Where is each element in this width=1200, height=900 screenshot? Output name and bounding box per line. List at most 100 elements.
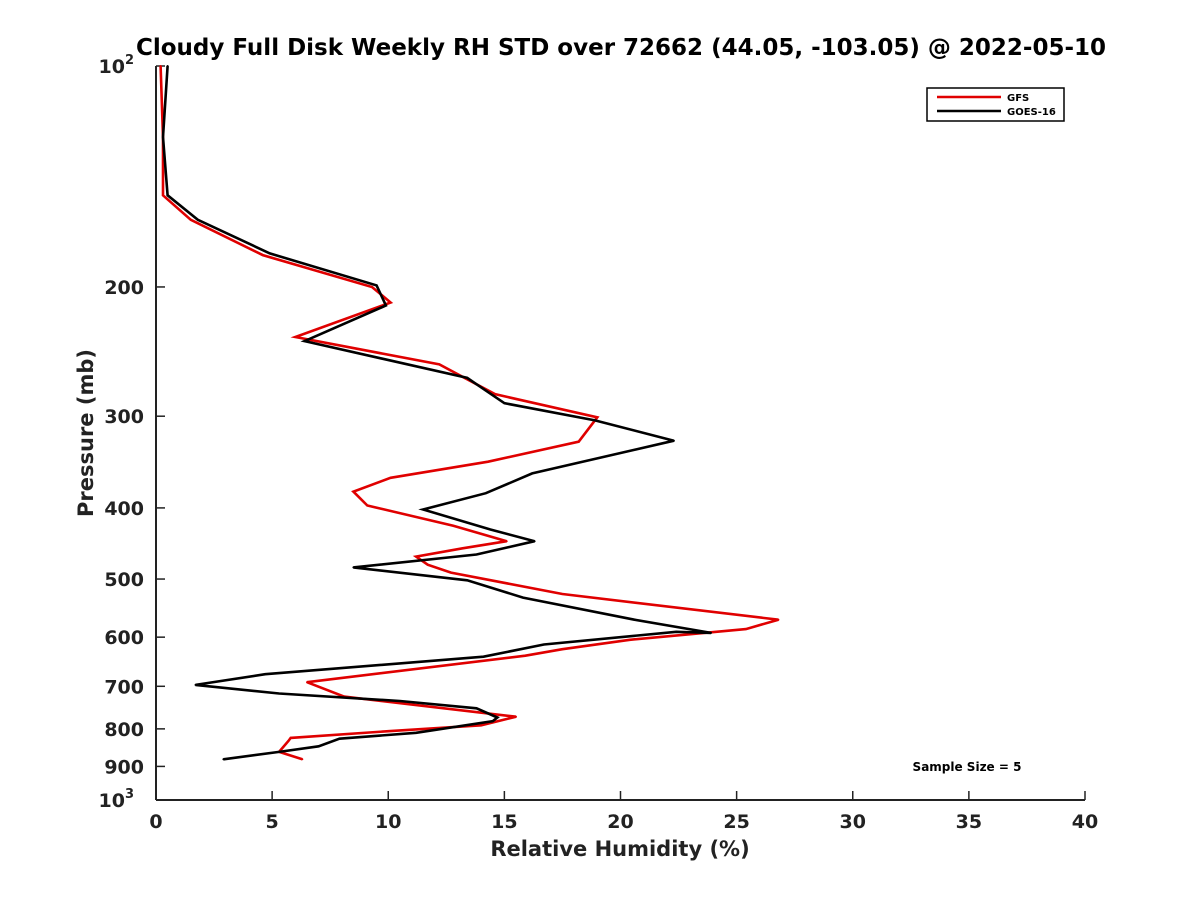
data-point-gfs <box>561 593 564 595</box>
data-point-goes16 <box>166 65 169 67</box>
data-point-goes16 <box>162 136 164 139</box>
data-point-gfs <box>294 336 297 338</box>
data-point-goes16 <box>278 692 281 695</box>
series-line-goes16 <box>161 65 712 761</box>
y-tick-label: 900 <box>104 756 144 778</box>
chart-title: Cloudy Full Disk Weekly RH STD over 7266… <box>136 35 1106 61</box>
data-point-gfs <box>306 681 308 684</box>
data-point-goes16 <box>522 596 524 599</box>
data-point-goes16 <box>482 655 485 658</box>
data-point-goes16 <box>222 758 225 761</box>
data-point-goes16 <box>415 731 418 734</box>
y-tick-label: 600 <box>104 627 144 649</box>
data-point-goes16 <box>533 540 536 543</box>
legend: GFS GOES-16 <box>926 87 1065 122</box>
sample-size-annotation: Sample Size = 5 <box>913 760 1022 774</box>
data-point-gfs <box>371 286 373 288</box>
data-point-goes16 <box>503 402 506 405</box>
data-point-goes16 <box>496 716 499 719</box>
y-tick-label: 700 <box>104 676 144 698</box>
x-tick-label: 10 <box>375 811 401 833</box>
y-tick-label: 200 <box>104 277 144 299</box>
data-point-gfs <box>389 301 392 304</box>
legend-box <box>926 87 1065 122</box>
data-point-goes16 <box>264 673 267 676</box>
data-point-gfs <box>450 571 452 574</box>
y-tick-label-base: 10 <box>99 56 125 78</box>
data-point-goes16 <box>278 750 281 753</box>
x-tick-label: 40 <box>1072 811 1098 833</box>
data-point-gfs <box>744 628 747 631</box>
data-point-gfs <box>515 715 517 718</box>
data-point-gfs <box>162 194 164 197</box>
data-point-goes16 <box>303 340 306 343</box>
data-point-gfs <box>389 476 392 479</box>
data-point-goes16 <box>475 553 478 556</box>
data-point-gfs <box>301 758 304 761</box>
data-point-gfs <box>487 460 490 463</box>
y-tick-label: 103 <box>99 787 135 812</box>
data-point-gfs <box>628 638 631 641</box>
data-point-goes16 <box>317 745 320 748</box>
y-tick-label: 500 <box>104 569 144 591</box>
y-axis-label: Pressure (mb) <box>74 349 98 517</box>
data-point-goes16 <box>633 618 636 621</box>
data-point-goes16 <box>268 252 271 255</box>
series-layer <box>159 65 780 761</box>
data-point-goes16 <box>531 472 534 475</box>
x-ticks: 0 5 10 15 20 25 30 35 40 <box>149 791 1098 833</box>
data-point-gfs <box>596 416 599 419</box>
data-point-gfs <box>387 730 390 733</box>
data-point-goes16 <box>166 194 169 197</box>
data-point-goes16 <box>710 631 713 634</box>
x-tick-label: 30 <box>840 811 866 833</box>
data-point-gfs <box>452 524 455 527</box>
data-point-goes16 <box>196 218 199 221</box>
y-tick-label: 800 <box>104 719 144 741</box>
data-point-goes16 <box>338 737 341 740</box>
data-point-goes16 <box>384 304 387 307</box>
x-tick-label: 0 <box>149 811 162 833</box>
data-point-gfs <box>287 740 290 742</box>
data-point-gfs <box>505 540 508 543</box>
data-point-goes16 <box>475 707 478 710</box>
x-tick-label: 25 <box>723 811 749 833</box>
legend-label-goes16: GOES-16 <box>1007 107 1056 118</box>
data-point-goes16 <box>489 528 492 531</box>
x-axis-label: Relative Humidity (%) <box>490 837 749 861</box>
data-point-gfs <box>159 65 162 67</box>
data-point-gfs <box>415 555 418 558</box>
data-point-gfs <box>480 724 483 727</box>
data-point-goes16 <box>675 630 678 633</box>
data-point-gfs <box>366 504 369 507</box>
data-point-goes16 <box>352 566 355 569</box>
data-point-gfs <box>524 654 527 657</box>
y-tick-label: 102 <box>99 53 135 78</box>
data-point-gfs <box>289 736 292 739</box>
x-tick-label: 20 <box>607 811 633 833</box>
data-point-goes16 <box>194 683 197 686</box>
data-point-gfs <box>461 547 464 550</box>
y-tick-label-exponent: 3 <box>125 787 134 802</box>
x-tick-label: 35 <box>956 811 982 833</box>
data-point-gfs <box>577 440 580 443</box>
data-point-goes16 <box>484 492 487 495</box>
data-point-gfs <box>261 254 264 257</box>
data-point-gfs <box>777 618 780 621</box>
y-tick-label-exponent: 2 <box>125 53 134 68</box>
y-tick-label-base: 10 <box>99 790 125 812</box>
data-point-gfs <box>561 648 564 651</box>
data-point-goes16 <box>542 643 545 646</box>
data-point-goes16 <box>466 579 469 582</box>
data-point-goes16 <box>375 284 378 287</box>
data-point-gfs <box>189 218 192 221</box>
data-point-gfs <box>494 393 497 396</box>
y-tick-label: 300 <box>104 406 144 428</box>
data-point-goes16 <box>594 419 596 422</box>
legend-label-gfs: GFS <box>1007 93 1029 104</box>
data-point-goes16 <box>491 720 494 723</box>
data-point-goes16 <box>466 376 469 379</box>
x-tick-label: 5 <box>266 811 279 833</box>
